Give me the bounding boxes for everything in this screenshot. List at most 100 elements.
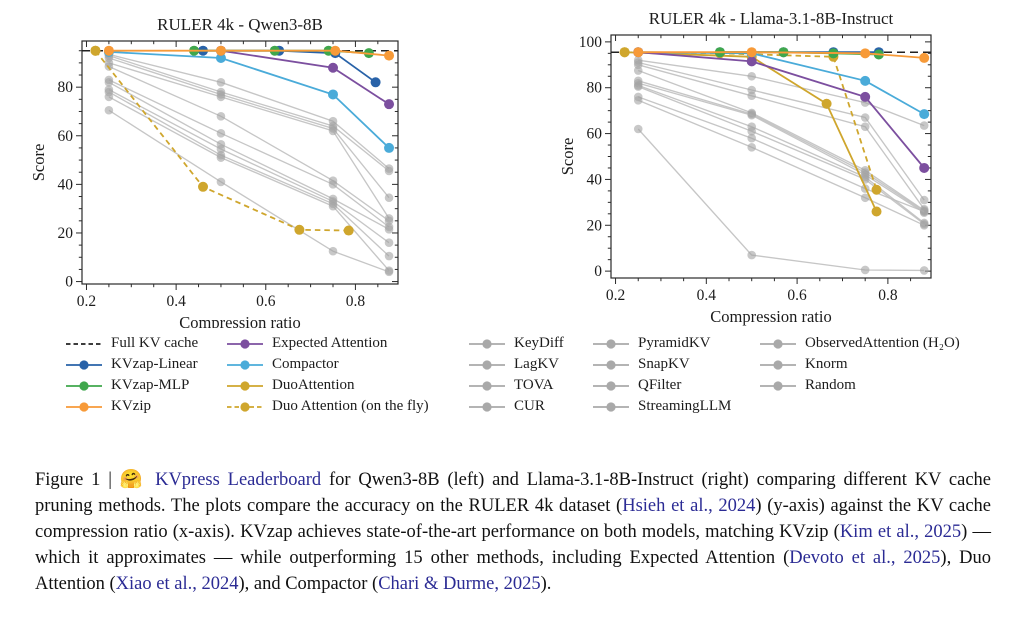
data-point (104, 105, 114, 115)
legend-marker-icon (593, 359, 629, 370)
legend-item: CUR (467, 396, 564, 417)
legend-item: ObservedAttention (H₂O) (758, 333, 960, 354)
series-line (638, 80, 925, 213)
legend-item: Random (758, 375, 960, 396)
legend-item: DuoAttention (225, 375, 429, 396)
data-point (919, 220, 929, 230)
series-line (108, 91, 390, 257)
legend-label: Random (805, 377, 856, 393)
legend-marker-icon (227, 380, 263, 391)
data-point (860, 113, 870, 122)
data-point (328, 89, 339, 100)
series-line (637, 128, 925, 272)
data-point (919, 207, 929, 216)
data-point (747, 71, 757, 81)
series-line (108, 49, 390, 57)
chart-qwen3-8b: 0.2 0.4 0.6 0.8 0 20 40 60 80 RULER 4k - Qwen3-8B… (30, 15, 399, 328)
data-point (328, 126, 338, 136)
svg-text:0.2: 0.2 (606, 287, 625, 304)
legend-column: Full KV cache KVzap-Linear KVzap-MLP KVzip (64, 333, 198, 417)
data-point (328, 180, 338, 189)
series-line (108, 62, 390, 219)
data-point (384, 238, 394, 247)
svg-text:0: 0 (65, 274, 73, 291)
data-point (871, 206, 882, 217)
legend-label: TOVA (514, 377, 554, 393)
svg-text:0.4: 0.4 (697, 287, 717, 304)
series-line (220, 49, 390, 105)
y-axis-label: Score (30, 144, 48, 182)
data-point (747, 110, 757, 120)
data-point (919, 109, 930, 120)
legend-label: KVzap-Linear (111, 356, 198, 372)
data-point (919, 162, 930, 173)
legend-label: Knorm (805, 356, 848, 372)
legend-marker-icon (593, 338, 629, 349)
legend-label: Full KV cache (111, 335, 199, 351)
legend-label: KVzip (111, 398, 151, 414)
data-point (104, 78, 114, 87)
data-point (619, 47, 630, 58)
data-point (747, 126, 757, 136)
legend-marker-icon (66, 380, 102, 391)
data-point (384, 251, 394, 261)
data-point (216, 92, 226, 102)
legend-item: KVzip (64, 396, 198, 417)
svg-text:20: 20 (58, 225, 74, 242)
svg-text:0.6: 0.6 (787, 287, 807, 304)
data-point (384, 166, 394, 176)
citation-link[interactable]: Kim et al., 2025 (839, 521, 962, 542)
series-line (108, 96, 390, 272)
x-axis-label: Compression ratio (710, 307, 831, 326)
legend-marker-icon (227, 338, 263, 349)
legend-column: PyramidKV SnapKV QFilter StreamingLLM (591, 333, 731, 417)
citation-link[interactable]: Chari & Durme, 2025 (378, 573, 541, 594)
data-point (384, 216, 394, 226)
data-point (216, 177, 226, 187)
caption-text: Figure 1 | (35, 469, 120, 490)
series-line (108, 54, 390, 172)
series-line (108, 57, 390, 199)
legend-marker-icon (469, 380, 505, 391)
legend-marker-icon (66, 342, 102, 345)
legend-label: StreamingLLM (638, 398, 732, 414)
caption-text: ), and Compactor ( (238, 573, 379, 594)
caption-text: ) (y-axis) against the KV cache compress… (35, 495, 991, 542)
data-point (370, 77, 381, 88)
citation-link[interactable]: Devoto et al., 2025 (789, 547, 941, 568)
data-point (633, 66, 643, 75)
legend-column: Expected Attention Compactor DuoAttention D… (225, 333, 429, 417)
series-line (108, 65, 390, 222)
hugging-face-emoji: 🤗 (119, 468, 156, 490)
legend-marker-icon (760, 380, 796, 391)
svg-text:80: 80 (58, 79, 74, 96)
legend-item: Duo Attention (on the fly) (225, 396, 429, 417)
legend-marker-icon (593, 380, 629, 391)
data-point (746, 47, 757, 58)
citation-link[interactable]: Hsieh et al., 2024 (622, 495, 756, 516)
legend-label: CUR (514, 398, 545, 414)
chart-legend: Full KV cache KVzap-Linear KVzap-MLP KVzip E… (0, 333, 1024, 427)
data-point (216, 153, 226, 162)
legend-marker-icon (66, 359, 102, 370)
svg-text:60: 60 (587, 126, 603, 143)
data-point (215, 45, 226, 56)
data-point (919, 195, 929, 205)
data-point (216, 144, 226, 154)
legend-label: Compactor (272, 356, 339, 372)
data-point (330, 45, 341, 56)
series-line (638, 64, 925, 210)
data-point (384, 225, 394, 234)
citation-link[interactable]: Xiao et al., 2024 (115, 573, 239, 594)
x-axis-label: Compression ratio (179, 313, 300, 328)
caption-text: ). (540, 573, 552, 594)
citation-link[interactable]: KVpress Leaderboard (155, 469, 322, 490)
series-line (108, 81, 390, 230)
data-point (384, 142, 395, 153)
legend-item: PyramidKV (591, 333, 731, 354)
legend-item: SnapKV (591, 354, 731, 375)
legend-item: LagKV (467, 354, 564, 375)
legend-label: DuoAttention (272, 377, 355, 393)
data-point (821, 98, 832, 109)
data-point (103, 45, 114, 56)
